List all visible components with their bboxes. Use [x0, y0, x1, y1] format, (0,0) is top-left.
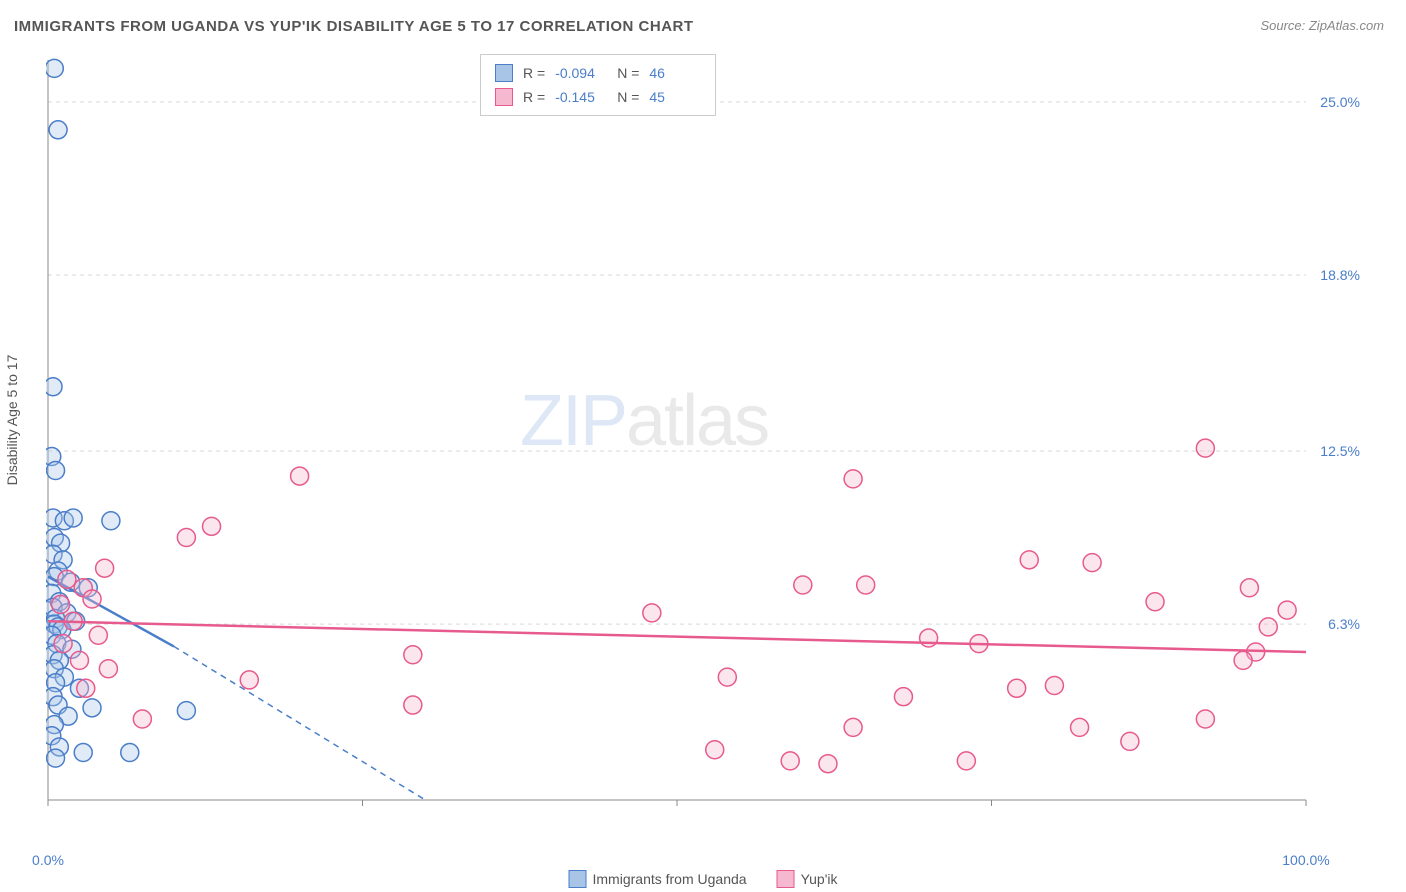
- series-legend: Immigrants from Uganda Yup'ik: [569, 870, 838, 888]
- y-tick-label: 12.5%: [1320, 443, 1360, 459]
- scatter-plot: 6.3%12.5%18.8%25.0%0.0%100.0%: [46, 50, 1366, 840]
- chart-canvas: [46, 50, 1366, 840]
- legend-item: Immigrants from Uganda: [569, 870, 747, 888]
- y-tick-label: 18.8%: [1320, 267, 1360, 283]
- source-label: Source: ZipAtlas.com: [1260, 18, 1384, 33]
- y-tick-label: 6.3%: [1328, 616, 1360, 632]
- legend-label: Immigrants from Uganda: [593, 871, 747, 887]
- legend-swatch: [777, 870, 795, 888]
- legend-swatch: [569, 870, 587, 888]
- legend-label: Yup'ik: [801, 871, 838, 887]
- legend-item: Yup'ik: [777, 870, 838, 888]
- correlation-row: R =-0.094N =46: [495, 61, 701, 85]
- y-axis-label: Disability Age 5 to 17: [4, 355, 20, 486]
- legend-swatch: [495, 64, 513, 82]
- legend-swatch: [495, 88, 513, 106]
- correlation-legend: R =-0.094N =46R =-0.145N =45: [480, 54, 716, 116]
- chart-title: IMMIGRANTS FROM UGANDA VS YUP'IK DISABIL…: [14, 18, 694, 35]
- x-tick-label: 100.0%: [1282, 852, 1329, 868]
- x-tick-label: 0.0%: [32, 852, 64, 868]
- y-tick-label: 25.0%: [1320, 94, 1360, 110]
- correlation-row: R =-0.145N =45: [495, 85, 701, 109]
